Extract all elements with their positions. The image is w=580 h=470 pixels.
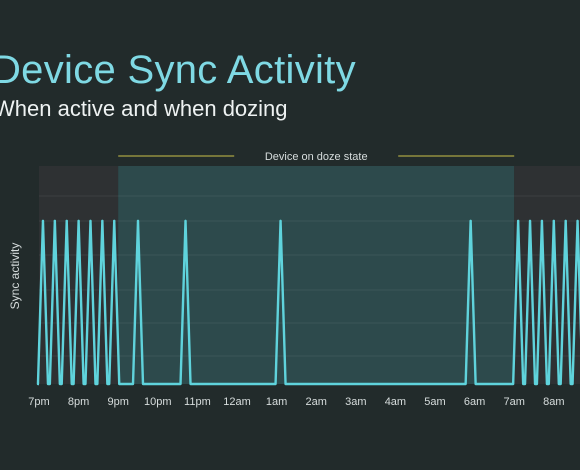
x-tick-label: 8am: [543, 396, 564, 408]
sync-spike-point: [136, 219, 140, 223]
x-tick-label: 9pm: [107, 396, 128, 408]
x-tick-label: 4am: [385, 396, 406, 408]
x-tick-label: 11pm: [184, 396, 211, 408]
sync-spike-point: [528, 219, 532, 223]
x-tick-label: 1am: [266, 396, 287, 408]
x-tick-label: 12am: [223, 396, 251, 408]
sync-spike-point: [113, 219, 116, 223]
sync-spike-point: [77, 219, 80, 223]
chart-subtitle: When active and when dozing: [0, 96, 288, 121]
x-tick-label: 2am: [305, 396, 326, 408]
x-tick-label: 5am: [424, 396, 445, 408]
sync-spike-point: [279, 219, 282, 223]
sync-spike-point: [53, 219, 57, 223]
sync-spike-point: [469, 219, 472, 223]
sync-spike-point: [576, 219, 579, 223]
sync-spike-point: [184, 219, 187, 223]
x-tick-label: 8pm: [68, 396, 89, 408]
x-tick-label: 3am: [345, 396, 366, 408]
sync-spike-point: [516, 219, 520, 223]
doze-annotation-label: Device on doze state: [265, 151, 368, 163]
doze-region: [118, 166, 515, 384]
x-tick-label: 10pm: [144, 396, 172, 408]
sync-spike-point: [89, 219, 92, 223]
sync-spike-point: [564, 219, 567, 223]
sync-spike-point: [41, 219, 45, 223]
sync-spike-point: [65, 219, 68, 223]
sync-spike-point: [540, 219, 544, 223]
sync-spike-point: [101, 219, 104, 223]
y-axis-label: Sync activity: [8, 243, 22, 310]
x-tick-label: 6am: [464, 396, 485, 408]
sync-spike-point: [552, 219, 555, 223]
chart-title: Device Sync Activity: [0, 48, 356, 92]
x-tick-label: 7am: [503, 396, 524, 408]
x-tick-label: 7pm: [28, 396, 49, 408]
